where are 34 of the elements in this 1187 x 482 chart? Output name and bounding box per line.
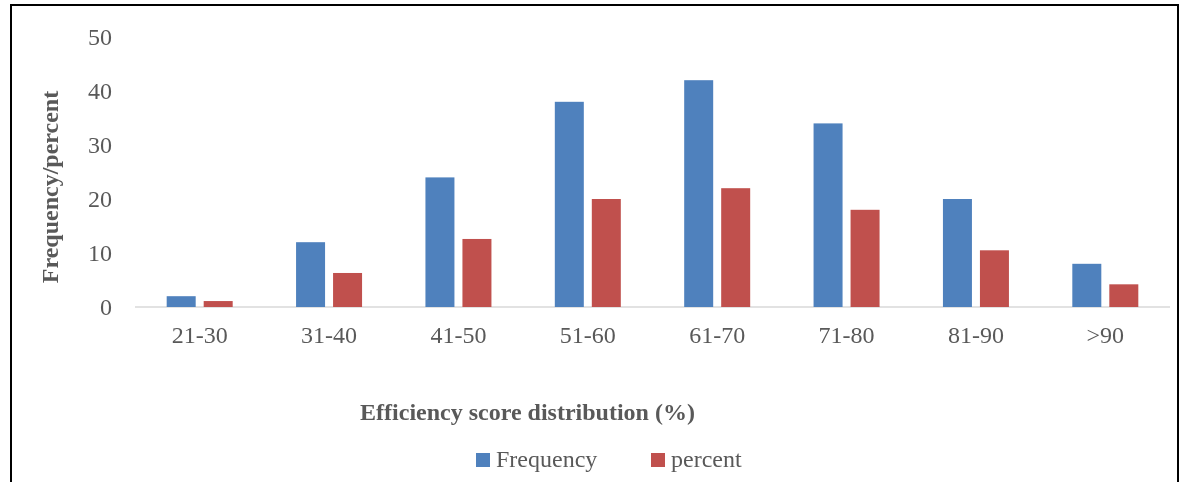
x-tick-label: 31-40 xyxy=(301,322,358,348)
bar xyxy=(721,188,751,307)
x-tick-label: 71-80 xyxy=(818,322,875,348)
bar xyxy=(684,80,714,307)
y-tick-label: 20 xyxy=(88,186,112,213)
bar xyxy=(591,199,621,307)
y-tick-label: 10 xyxy=(88,240,112,267)
legend-label: Frequency xyxy=(496,446,598,472)
bar xyxy=(813,123,843,307)
bar xyxy=(979,250,1009,307)
legend-label: percent xyxy=(671,446,742,472)
y-tick-label: 0 xyxy=(100,294,112,321)
bar xyxy=(1109,284,1139,307)
bar xyxy=(333,272,363,307)
x-axis-title: Efficiency score distribution (%) xyxy=(360,399,695,425)
y-axis-title: Frequency/percent xyxy=(37,90,63,284)
y-tick-label: 30 xyxy=(88,132,112,159)
bar xyxy=(554,101,584,307)
x-tick-label: 51-60 xyxy=(559,322,616,348)
bar xyxy=(850,209,880,307)
bar xyxy=(203,301,233,307)
bar xyxy=(942,199,972,307)
bar xyxy=(296,242,326,307)
bar xyxy=(1072,263,1102,307)
y-tick-label: 50 xyxy=(88,24,112,51)
x-tick-label: 21-30 xyxy=(171,322,228,348)
bar xyxy=(462,238,492,307)
y-tick-label: 40 xyxy=(88,78,112,105)
x-tick-label: 41-50 xyxy=(430,322,487,348)
x-tick-label: >90 xyxy=(1086,322,1125,348)
x-tick-label: 61-70 xyxy=(689,322,746,348)
bar xyxy=(425,177,455,307)
x-tick-label: 81-90 xyxy=(947,322,1004,348)
bar xyxy=(166,296,196,307)
